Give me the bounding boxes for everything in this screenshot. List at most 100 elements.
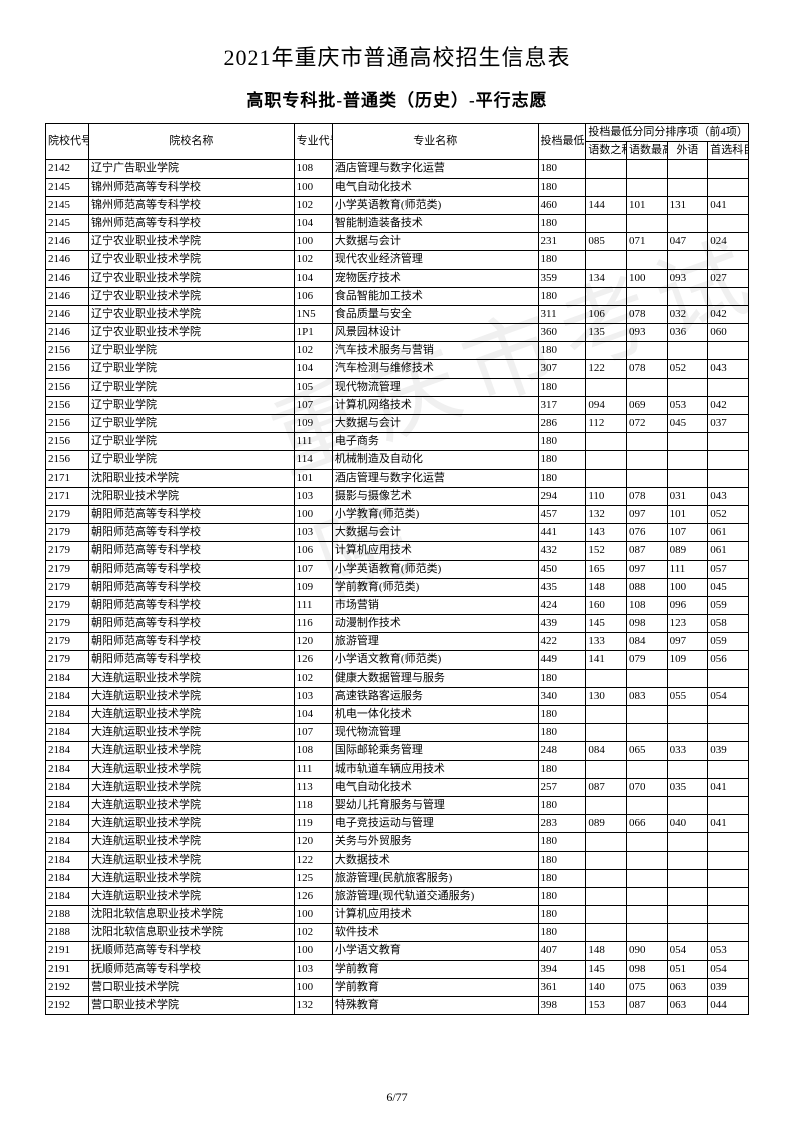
table-cell: 2179 [46,596,89,614]
table-cell: 072 [626,415,667,433]
table-cell: 106 [294,542,332,560]
table-cell: 053 [708,942,749,960]
table-cell: 180 [538,251,586,269]
table-cell: 103 [294,960,332,978]
table-cell: 257 [538,778,586,796]
table-cell: 2146 [46,233,89,251]
table-cell: 041 [708,778,749,796]
table-cell: 126 [294,887,332,905]
table-cell: 国际邮轮乘务管理 [332,742,538,760]
table-cell: 107 [294,560,332,578]
table-cell: 酒店管理与数字化运营 [332,160,538,178]
table-cell: 102 [294,924,332,942]
table-cell: 市场营销 [332,596,538,614]
table-cell: 069 [626,396,667,414]
th-t1: 语数之和 [586,142,627,160]
th-major-code: 专业代号 [294,124,332,160]
table-cell: 435 [538,578,586,596]
table-row: 2179朝阳师范高等专科学校116动漫制作技术439145098123058 [46,615,749,633]
table-cell: 旅游管理(现代轨道交通服务) [332,887,538,905]
page-subtitle: 高职专科批-普通类（历史）-平行志愿 [45,86,749,111]
table-cell: 电气自动化技术 [332,778,538,796]
table-cell [626,178,667,196]
table-cell: 2184 [46,669,89,687]
table-cell: 100 [294,978,332,996]
table-cell: 180 [538,342,586,360]
table-cell [626,287,667,305]
table-cell: 070 [626,778,667,796]
th-t3: 外语 [667,142,708,160]
table-cell: 361 [538,978,586,996]
table-row: 2171沈阳职业技术学院101酒店管理与数字化运营180 [46,469,749,487]
table-cell [626,924,667,942]
table-cell: 2192 [46,978,89,996]
table-cell: 311 [538,305,586,323]
table-row: 2179朝阳师范高等专科学校106计算机应用技术432152087089061 [46,542,749,560]
table-cell: 360 [538,324,586,342]
table-cell: 180 [538,851,586,869]
table-cell: 2191 [46,960,89,978]
table-cell: 076 [626,524,667,542]
table-cell: 085 [586,233,627,251]
table-cell: 044 [708,997,749,1015]
table-cell: 大连航运职业技术学院 [89,669,295,687]
table-cell [626,760,667,778]
table-cell: 089 [667,542,708,560]
table-cell: 100 [294,906,332,924]
table-cell: 电气自动化技术 [332,178,538,196]
table-cell: 大连航运职业技术学院 [89,833,295,851]
th-school-code: 院校代号 [46,124,89,160]
table-cell [708,869,749,887]
table-cell: 现代物流管理 [332,724,538,742]
table-cell [586,851,627,869]
table-cell: 078 [626,360,667,378]
table-cell: 学前教育 [332,978,538,996]
table-cell: 132 [586,505,627,523]
table-cell: 2184 [46,869,89,887]
table-cell: 180 [538,469,586,487]
table-cell: 180 [538,214,586,232]
table-cell: 439 [538,615,586,633]
table-cell: 087 [586,778,627,796]
table-cell [626,724,667,742]
table-cell: 小学语文教育 [332,942,538,960]
table-cell: 1N5 [294,305,332,323]
table-cell: 042 [708,305,749,323]
table-cell: 锦州师范高等专科学校 [89,178,295,196]
table-cell [586,469,627,487]
table-cell: 061 [708,542,749,560]
table-cell: 2156 [46,415,89,433]
th-tiebreak-group: 投档最低分同分排序项（前4项） [586,124,749,142]
table-row: 2146辽宁农业职业技术学院1N5食品质量与安全311106078032042 [46,305,749,323]
table-cell: 大连航运职业技术学院 [89,851,295,869]
table-cell: 大连航运职业技术学院 [89,815,295,833]
table-cell: 153 [586,997,627,1015]
table-cell: 2184 [46,815,89,833]
table-row: 2191抚顺师范高等专科学校100小学语文教育407148090054053 [46,942,749,960]
table-cell: 057 [708,560,749,578]
table-cell [626,906,667,924]
table-cell [626,469,667,487]
table-cell: 辽宁广告职业学院 [89,160,295,178]
table-cell: 079 [626,651,667,669]
table-cell: 大连航运职业技术学院 [89,778,295,796]
table-cell: 024 [708,233,749,251]
table-cell: 朝阳师范高等专科学校 [89,524,295,542]
table-cell: 101 [294,469,332,487]
table-cell: 133 [586,633,627,651]
table-cell: 机械制造及自动化 [332,451,538,469]
table-cell: 2184 [46,706,89,724]
table-cell: 132 [294,997,332,1015]
table-cell [586,669,627,687]
table-cell: 2146 [46,324,89,342]
table-cell: 2156 [46,433,89,451]
table-cell: 056 [708,651,749,669]
table-cell: 084 [586,742,627,760]
table-cell: 039 [708,978,749,996]
table-cell [667,924,708,942]
table-cell: 042 [708,396,749,414]
table-cell: 088 [626,578,667,596]
table-row: 2145锦州师范高等专科学校104智能制造装备技术180 [46,214,749,232]
table-cell: 055 [667,687,708,705]
table-row: 2171沈阳职业技术学院103摄影与摄像艺术294110078031043 [46,487,749,505]
